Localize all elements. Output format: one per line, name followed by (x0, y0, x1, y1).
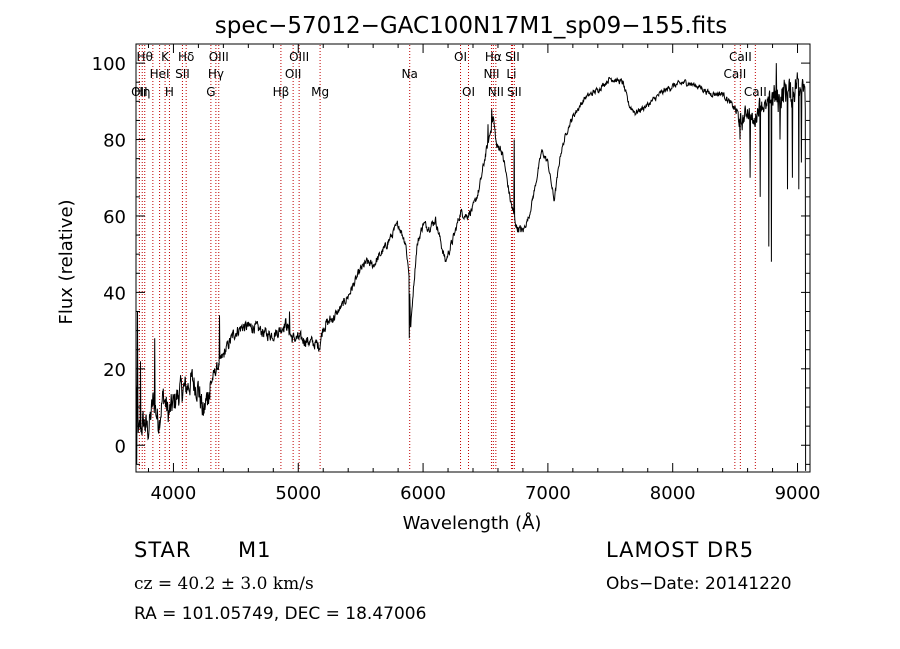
x-tick-label: 9000 (775, 483, 821, 504)
object-subclass: M1 (238, 538, 272, 562)
chart-title: spec−57012−GAC100N17M1_sp09−155.fits (215, 13, 727, 39)
line-marker-label: Li (506, 67, 516, 81)
observation-date: Obs−Date: 20141220 (606, 574, 792, 594)
line-marker-label: Na (402, 67, 418, 81)
line-marker-label: OIII (209, 50, 229, 64)
y-axis: 0 20 40 60 80 100 (92, 43, 810, 465)
line-marker-label: Hβ (273, 85, 290, 99)
survey-name: LAMOST DR5 (606, 538, 755, 562)
redshift-velocity: cz = 40.2 ± 3.0 km/s (134, 574, 314, 594)
x-tick-label: 7000 (525, 483, 571, 504)
line-marker-label: SII (175, 67, 190, 81)
spectrum-series (135, 63, 807, 471)
y-tick-label: 80 (103, 131, 126, 152)
spectral-line-markers (138, 45, 756, 471)
x-tick-label: 6000 (400, 483, 446, 504)
line-marker-label: OI (462, 85, 475, 99)
line-marker-label: OII (131, 85, 148, 99)
line-marker-label: Hη (134, 85, 151, 99)
line-marker-label: K (161, 50, 170, 64)
coordinates: RA = 101.05749, DEC = 18.47006 (134, 604, 427, 624)
y-tick-label: 0 (115, 436, 126, 457)
line-marker-label: G (206, 85, 215, 99)
x-tick-label: 4000 (151, 483, 197, 504)
line-marker-label: NII (488, 85, 504, 99)
y-tick-label: 100 (92, 54, 126, 75)
x-axis: 4000 5000 6000 7000 8000 9000 (147, 44, 821, 504)
line-marker-label: SII (507, 85, 522, 99)
line-marker-label: Hα (485, 50, 502, 64)
line-marker-label: SII (505, 50, 520, 64)
line-marker-label: Mg (311, 85, 329, 99)
line-marker-label: OIII (289, 50, 309, 64)
line-marker-label: Hθ (137, 50, 153, 64)
line-marker-label: HeI (150, 67, 170, 81)
line-marker-label: Hδ (178, 50, 194, 64)
y-tick-label: 40 (103, 283, 126, 304)
x-axis-label: Wavelength (Å) (403, 512, 542, 534)
plot-frame (135, 43, 811, 473)
line-marker-label: NII (483, 67, 499, 81)
line-marker-label: CaII (729, 50, 752, 64)
line-marker-label: CaII (723, 67, 746, 81)
y-axis-label: Flux (relative) (56, 199, 77, 324)
line-marker-label: H (165, 85, 174, 99)
object-class: STAR (134, 538, 192, 562)
line-marker-label: OI (454, 50, 467, 64)
x-tick-label: 5000 (275, 483, 321, 504)
line-marker-label: OII (285, 67, 302, 81)
line-marker-label: Hγ (208, 67, 224, 81)
line-marker-label: CaII (744, 85, 767, 99)
spectrum-line (135, 63, 807, 471)
y-tick-label: 60 (103, 207, 126, 228)
spectral-line-labels: OIIHηHθHeIKHSIIHδGHγOIIIHβOIIOIIIMgNaOIO… (131, 50, 767, 99)
y-tick-label: 20 (103, 360, 126, 381)
x-tick-label: 8000 (650, 483, 696, 504)
